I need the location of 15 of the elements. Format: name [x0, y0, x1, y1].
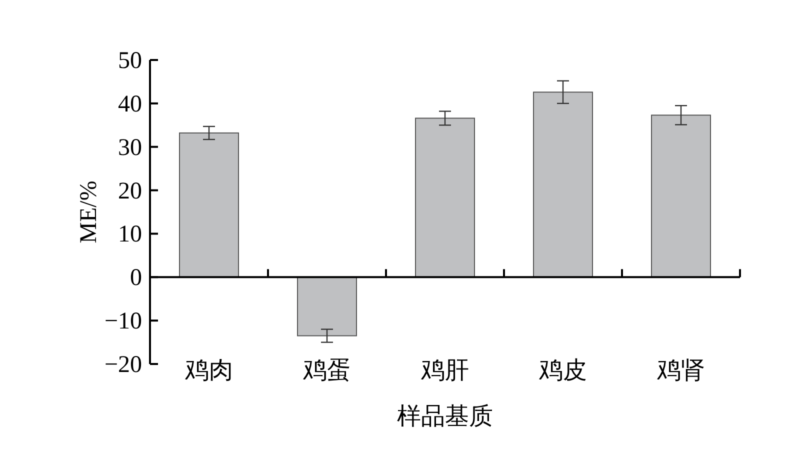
- y-tick-label: 20: [118, 178, 142, 204]
- x-tick-label: 鸡蛋: [302, 358, 351, 384]
- x-tick-label: 鸡肝: [420, 358, 469, 384]
- x-axis-title: 样品基质: [397, 404, 493, 430]
- y-tick-label: −10: [104, 308, 142, 335]
- y-tick-label: 0: [130, 265, 142, 292]
- y-tick-label: −20: [104, 352, 142, 378]
- x-tick-label: 鸡皮: [538, 358, 587, 384]
- y-tick-label: 40: [118, 91, 142, 118]
- y-tick-label: 50: [118, 48, 142, 74]
- x-tick-label: 鸡肉: [184, 358, 233, 384]
- y-tick-label: 10: [118, 222, 142, 248]
- x-tick-label: 鸡肾: [656, 358, 705, 384]
- y-tick-label: 30: [118, 134, 142, 161]
- y-axis-title: ME/%: [76, 180, 102, 244]
